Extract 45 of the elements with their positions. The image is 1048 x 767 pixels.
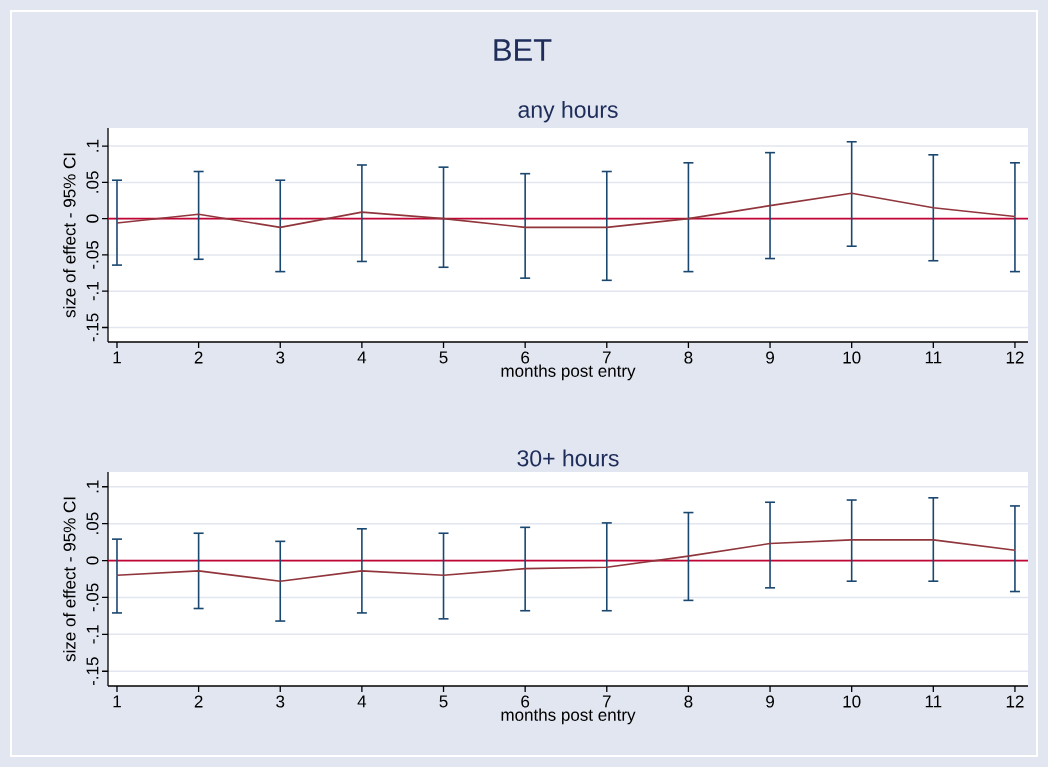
y-axis-title: size of effect - 95% CI xyxy=(63,497,76,662)
y-tick-label: -.1 xyxy=(86,282,99,301)
x-axis-title: months post entry xyxy=(501,708,636,725)
x-tick-label: 5 xyxy=(439,695,448,708)
x-tick-label: 8 xyxy=(684,695,693,708)
x-tick-label: 12 xyxy=(1006,351,1024,364)
y-tick-label: 0 xyxy=(86,214,99,223)
x-tick-label: 2 xyxy=(194,351,203,364)
y-tick-label: .05 xyxy=(86,171,99,193)
x-tick-label: 6 xyxy=(521,695,530,708)
y-tick-label: .1 xyxy=(86,139,99,152)
x-tick-label: 10 xyxy=(843,695,861,708)
x-tick-label: 9 xyxy=(766,351,774,364)
x-tick-label: 5 xyxy=(439,351,448,364)
x-tick-label: 3 xyxy=(276,695,285,708)
line-series xyxy=(116,192,1016,229)
y-tick-label: -.05 xyxy=(86,241,99,269)
y-tick-label: .1 xyxy=(86,480,99,493)
x-tick-label: 6 xyxy=(521,351,530,364)
x-tick-label: 11 xyxy=(925,695,942,708)
x-axis-title: months post entry xyxy=(501,364,636,381)
x-tick-label: 9 xyxy=(766,695,774,708)
chart-title: BET xyxy=(494,39,552,61)
line-series xyxy=(116,539,1016,582)
y-tick-label: -.1 xyxy=(86,625,99,644)
y-tick-label: -.15 xyxy=(86,657,99,686)
x-tick-label: 2 xyxy=(194,695,203,708)
y-tick-label: 0 xyxy=(86,556,99,565)
x-tick-label: 4 xyxy=(357,351,367,364)
y-axis-title: size of effect - 95% CI xyxy=(63,153,76,318)
x-tick-label: 11 xyxy=(925,351,942,364)
x-tick-label: 7 xyxy=(602,695,611,708)
x-tick-label: 1 xyxy=(113,351,121,364)
x-tick-label: 4 xyxy=(357,695,367,708)
x-tick-label: 10 xyxy=(843,351,861,364)
y-tick-label: -.15 xyxy=(86,313,99,342)
x-tick-label: 1 xyxy=(113,695,121,708)
x-tick-label: 7 xyxy=(602,351,611,364)
y-tick-label: -.05 xyxy=(86,583,99,612)
chart-title: 30+ hours xyxy=(517,449,619,467)
y-tick-label: .05 xyxy=(86,512,99,534)
x-tick-label: 8 xyxy=(684,351,693,364)
x-tick-label: 12 xyxy=(1006,695,1024,708)
x-tick-label: 3 xyxy=(276,351,285,364)
chart-subtitle: any hours xyxy=(518,101,618,123)
